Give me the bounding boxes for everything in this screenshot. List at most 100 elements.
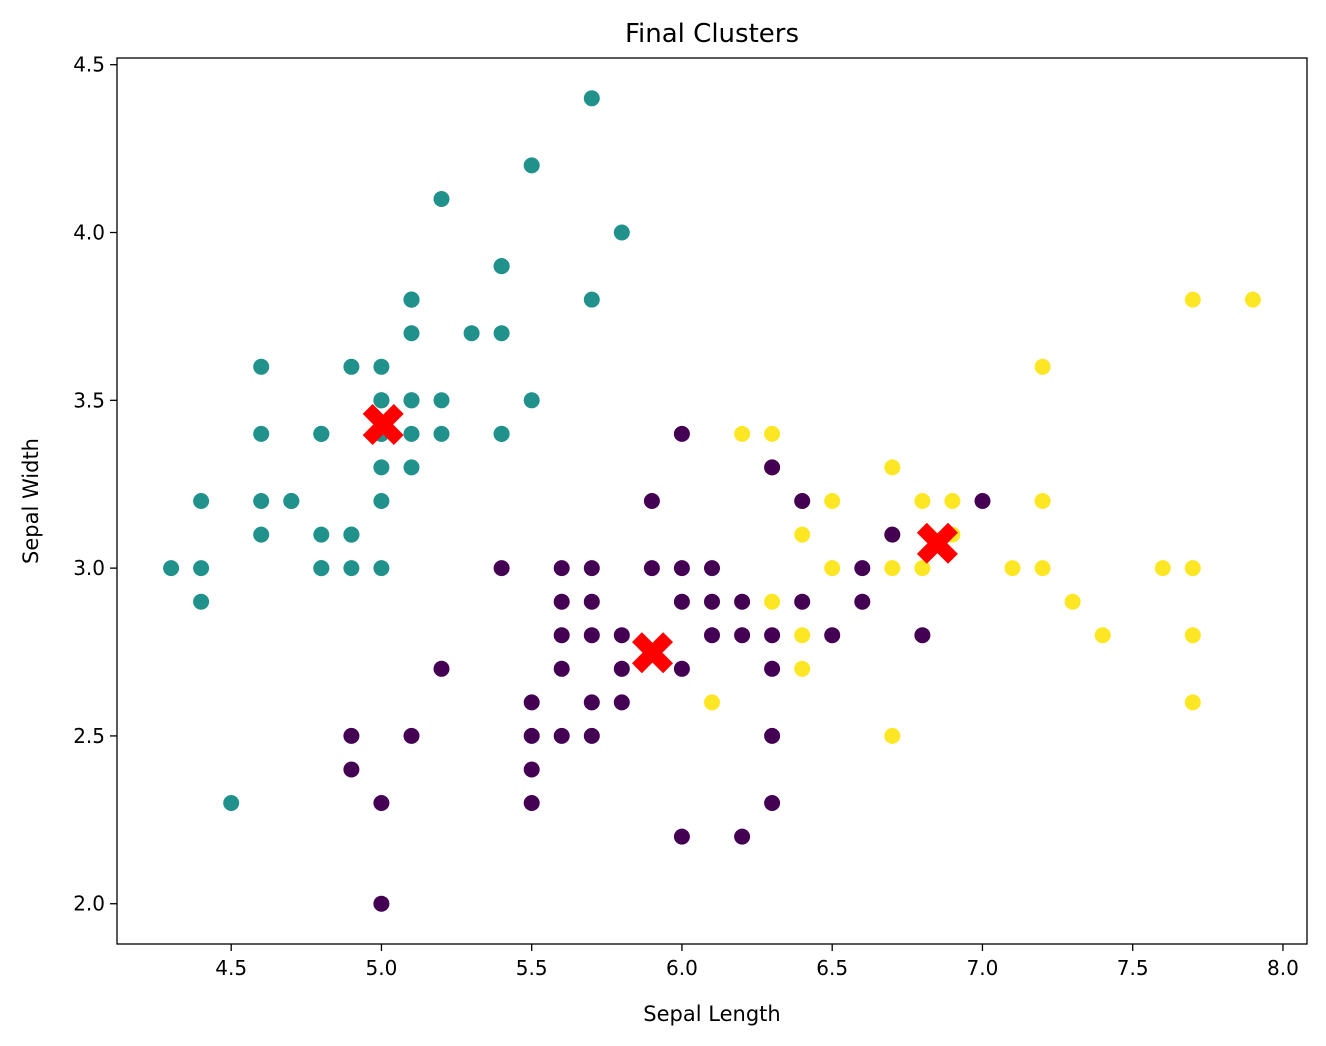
data-point [493,560,510,577]
data-point [643,493,660,509]
data-point [974,493,991,509]
x-tick-label: 8.0 [1267,956,1299,980]
data-point [794,627,811,644]
data-point [493,425,510,442]
x-tick-label: 5.0 [366,956,398,980]
x-tick-label: 6.0 [666,956,698,980]
data-point [373,560,390,577]
data-point [343,526,360,543]
data-point [253,425,270,442]
data-point [523,392,540,409]
y-tick-label: 3.5 [73,388,105,412]
data-point [403,425,420,442]
data-point [583,694,600,711]
data-point [193,493,210,509]
data-point [403,325,420,342]
y-tick-label: 4.5 [73,53,105,77]
data-point [523,727,540,744]
x-axis-label: Sepal Length [643,1002,780,1026]
data-point [794,593,811,610]
data-point [433,392,450,409]
data-point [734,593,751,610]
centroid-bar [916,522,958,564]
data-point [673,425,690,442]
data-point [673,560,690,577]
x-tick-label: 6.5 [816,956,848,980]
data-point [373,392,390,409]
data-point [824,560,841,577]
data-point [313,425,330,442]
data-point [553,627,570,644]
data-point [583,627,600,644]
data-point [824,627,841,644]
y-axis-ticks: 2.0 2.5 3.0 3.5 4.0 4.5 [73,53,117,916]
data-point [794,660,811,677]
centroid-marker [631,632,674,674]
data-point [794,493,811,509]
data-point [914,560,931,577]
data-point [764,660,781,677]
data-point [373,459,390,476]
data-point [493,325,510,342]
data-point [583,90,600,107]
data-point [553,660,570,677]
y-tick-label: 3.0 [73,556,105,580]
data-point [583,560,600,577]
data-point [1034,560,1051,577]
data-point [253,526,270,543]
data-point [1034,358,1051,375]
data-point [613,224,630,241]
data-point [1154,560,1171,577]
data-point [403,459,420,476]
data-point [1184,560,1201,577]
data-point [343,560,360,577]
data-point [914,627,931,644]
data-point [884,459,901,476]
data-point [343,761,360,778]
data-point [433,191,450,207]
data-point [764,459,781,476]
data-point [704,627,720,644]
data-point [583,727,600,744]
x-tick-label: 4.5 [215,956,247,980]
x-tick-label: 7.5 [1117,956,1149,980]
data-point [854,593,871,610]
data-point [734,828,751,845]
data-point [613,660,630,677]
data-point [403,727,420,744]
chart-title: Final Clusters [625,19,799,49]
y-tick-label: 2.5 [73,724,105,748]
data-point [794,526,811,543]
data-point [253,493,270,509]
data-point [673,593,690,610]
data-point [734,425,751,442]
data-point [253,358,270,375]
data-point [914,493,931,509]
data-point [884,727,901,744]
data-point [764,593,781,610]
data-point [1184,291,1201,308]
centroid-marker [362,403,404,446]
y-tick-label: 4.0 [73,221,105,245]
data-point [433,425,450,442]
data-point [163,560,180,577]
data-point [1184,694,1201,711]
centroid-marker [916,522,958,564]
plot-frame [116,57,1308,945]
data-point [553,593,570,610]
data-point [583,291,600,308]
data-point [373,358,390,375]
data-point [854,560,871,577]
data-point [553,560,570,577]
data-point [433,660,450,677]
data-point [223,795,240,811]
data-point [704,694,720,711]
data-point [704,560,720,577]
data-point [373,493,390,509]
data-point [523,157,540,174]
data-point [1004,560,1021,577]
data-point [704,593,720,610]
data-point [884,560,901,577]
